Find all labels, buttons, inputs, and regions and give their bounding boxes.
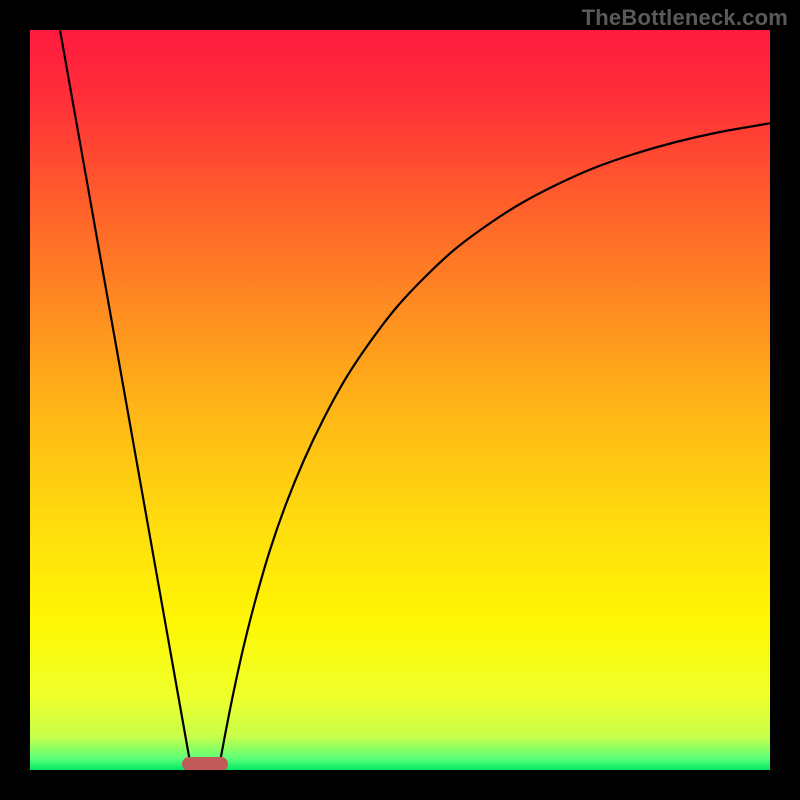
chart-frame: TheBottleneck.com <box>0 0 800 800</box>
bottleneck-marker <box>182 757 228 770</box>
plot-svg <box>30 30 770 770</box>
plot-area <box>30 30 770 770</box>
watermark-text: TheBottleneck.com <box>582 5 788 31</box>
plot-background <box>30 30 770 770</box>
